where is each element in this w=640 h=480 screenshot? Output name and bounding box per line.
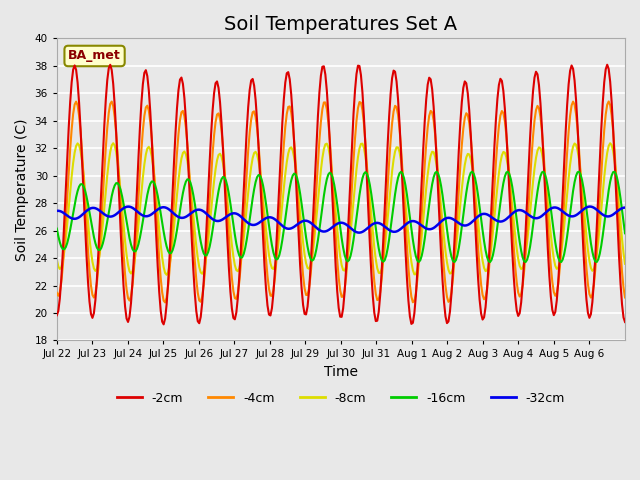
X-axis label: Time: Time [324, 365, 358, 379]
Text: BA_met: BA_met [68, 49, 121, 62]
Legend: -2cm, -4cm, -8cm, -16cm, -32cm: -2cm, -4cm, -8cm, -16cm, -32cm [112, 387, 570, 410]
Title: Soil Temperatures Set A: Soil Temperatures Set A [225, 15, 458, 34]
Y-axis label: Soil Temperature (C): Soil Temperature (C) [15, 118, 29, 261]
